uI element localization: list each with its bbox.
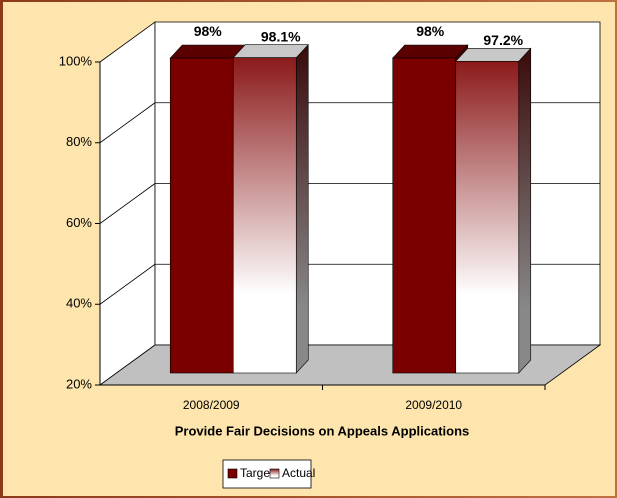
y-tick-label: 40% [66, 296, 92, 311]
y-tick-label: 100% [59, 53, 93, 68]
grid-line [99, 263, 156, 305]
bar [392, 57, 457, 374]
bar-top [232, 44, 309, 58]
bar-side [295, 43, 309, 374]
legend [222, 459, 312, 489]
y-tick-label: 80% [66, 134, 92, 149]
x-axis-title: Provide Fair Decisions on Appeals Applic… [175, 423, 470, 438]
bar-top [169, 44, 246, 59]
legend-swatch [269, 468, 280, 479]
y-tick-label: 60% [66, 215, 92, 230]
grid-line [99, 183, 156, 224]
grid-line [99, 102, 156, 144]
legend-label: Actual [282, 466, 315, 480]
bar-side [518, 47, 532, 374]
bar [232, 57, 297, 374]
bar [169, 57, 234, 374]
x-tick-label: 2008/2009 [183, 398, 240, 412]
data-label: 97.2% [483, 32, 523, 48]
bar [455, 61, 520, 374]
legend-label: Target [240, 466, 274, 480]
data-label: 98% [194, 23, 223, 39]
y-tick-label: 20% [66, 376, 92, 391]
data-label: 98% [416, 23, 445, 39]
bar-top [392, 44, 469, 59]
legend-swatch [227, 468, 238, 479]
bar-top [455, 48, 532, 62]
data-label: 98.1% [261, 28, 301, 44]
x-tick-label: 2009/2010 [405, 398, 462, 412]
